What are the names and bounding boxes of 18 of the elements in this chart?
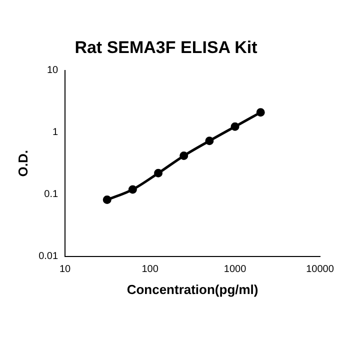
point bbox=[256, 108, 265, 117]
y-tick-label: 0.01 bbox=[38, 251, 58, 262]
y-tick-label: 0.1 bbox=[44, 189, 58, 200]
point bbox=[128, 185, 137, 194]
x-axis-title: Concentration(pg/ml) bbox=[126, 282, 258, 297]
y-tick-label: 10 bbox=[46, 65, 58, 76]
point bbox=[154, 168, 163, 178]
y-axis-title: O.D. bbox=[15, 150, 30, 177]
point bbox=[102, 195, 112, 204]
x-tick-label: 10000 bbox=[306, 264, 334, 276]
x-tick-label: 100 bbox=[142, 264, 159, 276]
x-tick-label: 1000 bbox=[224, 264, 247, 276]
chart-title: Rat SEMA3F ELISA Kit bbox=[74, 38, 258, 57]
point bbox=[230, 122, 240, 131]
point bbox=[205, 136, 214, 146]
point bbox=[180, 152, 188, 160]
x-tick-label: 10 bbox=[60, 264, 72, 276]
y-tick-label: 1 bbox=[52, 127, 58, 138]
